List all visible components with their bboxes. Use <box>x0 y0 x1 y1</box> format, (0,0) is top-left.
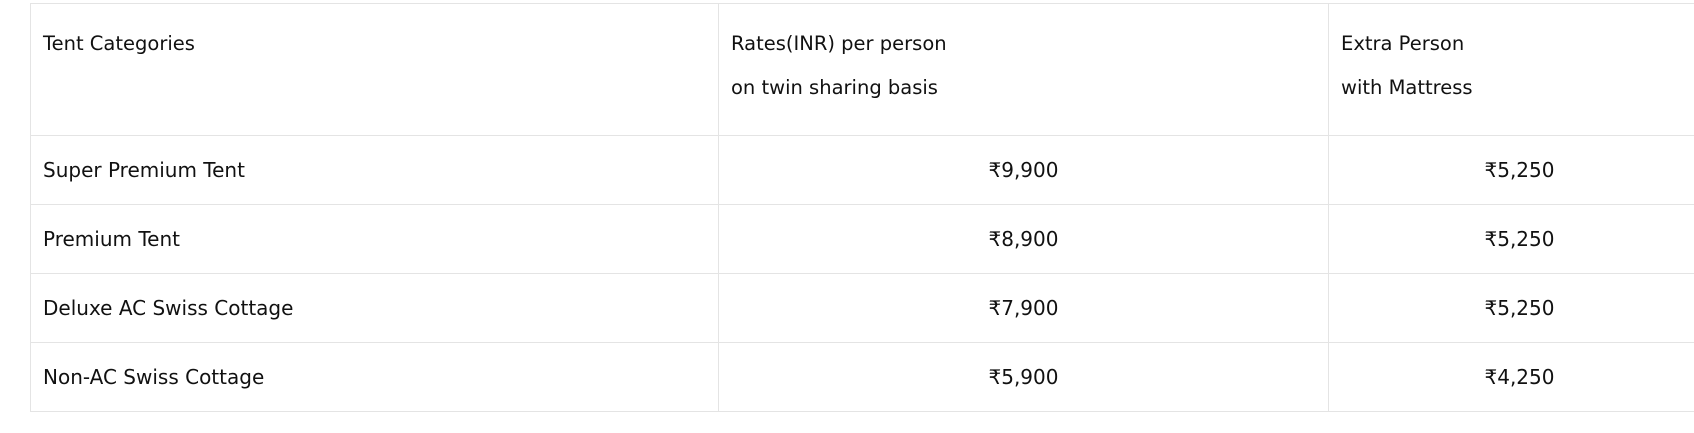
header-text: Rates(INR) per person <box>731 32 947 55</box>
table-row: Non-AC Swiss Cottage ₹5,900 ₹4,250 <box>30 342 1694 412</box>
header-text: Tent Categories <box>43 32 195 55</box>
rate-cell: ₹5,900 <box>718 342 1329 412</box>
extra-cell: ₹5,250 <box>1328 135 1694 205</box>
tent-rates-table: Tent Categories Rates(INR) per person on… <box>30 3 1694 412</box>
rate-cell: ₹8,900 <box>718 204 1329 274</box>
rate-cell: ₹7,900 <box>718 273 1329 343</box>
header-text: Extra Person <box>1341 32 1465 55</box>
extra-cell: ₹4,250 <box>1328 342 1694 412</box>
category-cell: Super Premium Tent <box>30 135 719 205</box>
header-text: on twin sharing basis <box>731 76 938 99</box>
header-tent-categories: Tent Categories <box>30 3 719 136</box>
category-cell: Deluxe AC Swiss Cottage <box>30 273 719 343</box>
table-row: Deluxe AC Swiss Cottage ₹7,900 ₹5,250 <box>30 273 1694 343</box>
extra-cell: ₹5,250 <box>1328 273 1694 343</box>
extra-cell: ₹5,250 <box>1328 204 1694 274</box>
header-text: with Mattress <box>1341 76 1473 99</box>
header-rates: Rates(INR) per person on twin sharing ba… <box>718 3 1329 136</box>
category-cell: Non-AC Swiss Cottage <box>30 342 719 412</box>
table-header-row: Tent Categories Rates(INR) per person on… <box>30 3 1694 136</box>
table-row: Premium Tent ₹8,900 ₹5,250 <box>30 204 1694 274</box>
table-row: Super Premium Tent ₹9,900 ₹5,250 <box>30 135 1694 205</box>
header-extra-person: Extra Person with Mattress <box>1328 3 1694 136</box>
category-cell: Premium Tent <box>30 204 719 274</box>
rate-cell: ₹9,900 <box>718 135 1329 205</box>
